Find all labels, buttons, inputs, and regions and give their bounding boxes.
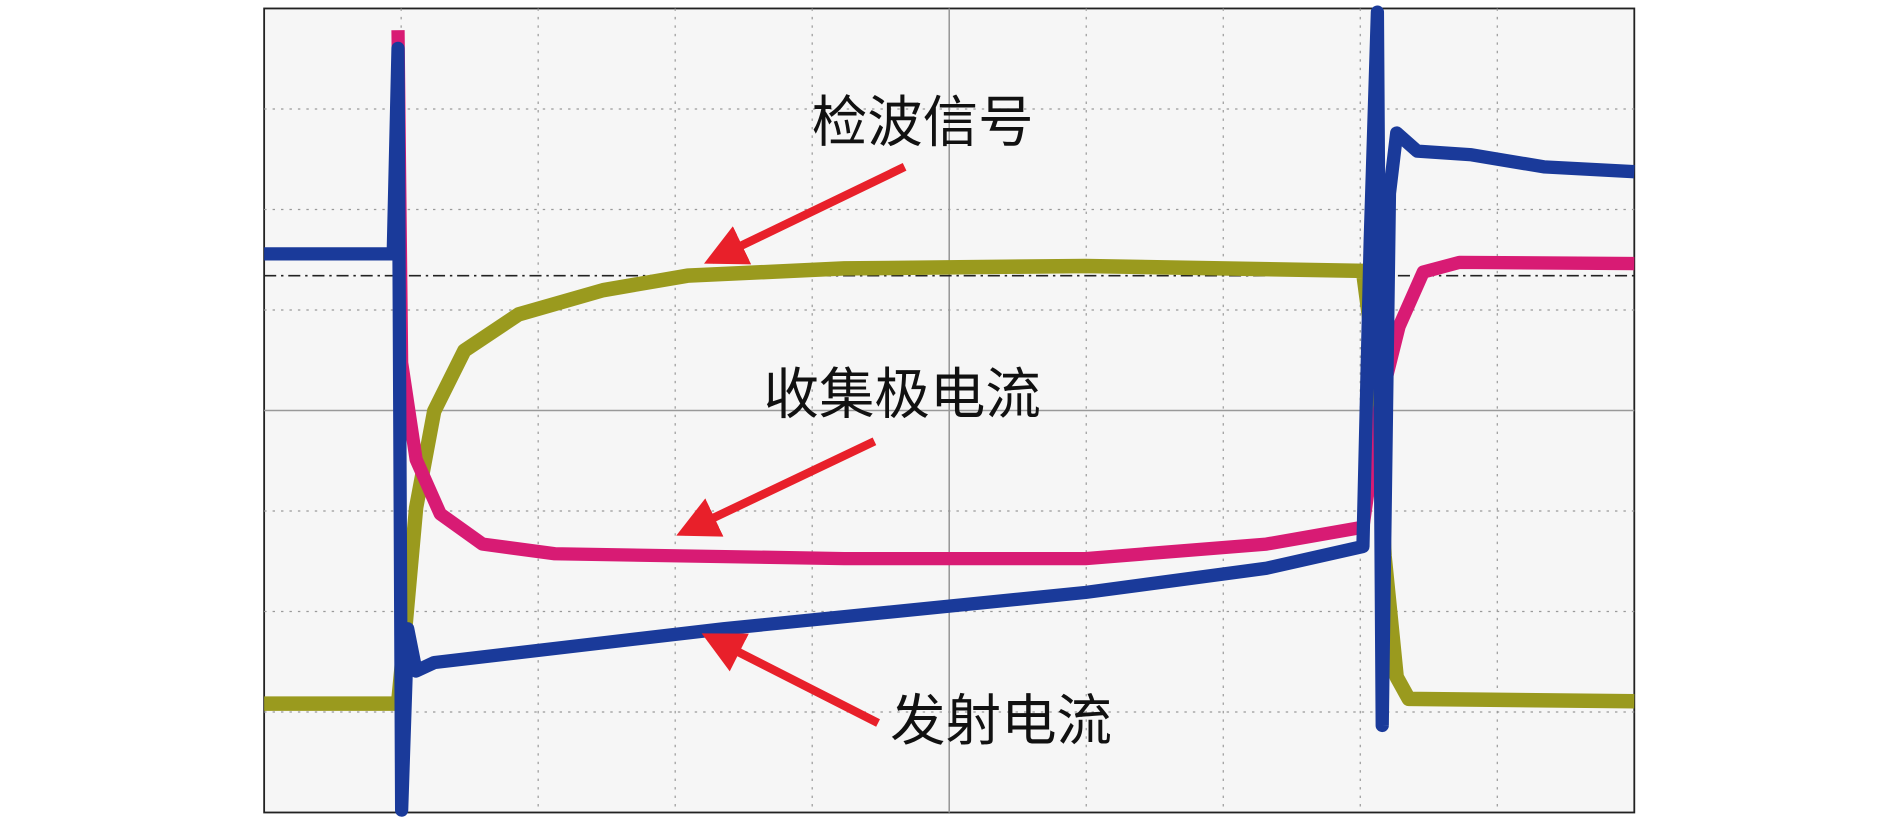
annotation-label: 检波信号 (812, 90, 1034, 155)
emitter-current-trace (264, 5, 1635, 817)
collector-current-trace (391, 30, 1635, 566)
arrow (704, 163, 907, 265)
annotation-label: 发射电流 (890, 689, 1112, 754)
arrow (676, 437, 877, 537)
arrow (701, 633, 880, 727)
annotation-label: 收集极电流 (764, 362, 1041, 427)
